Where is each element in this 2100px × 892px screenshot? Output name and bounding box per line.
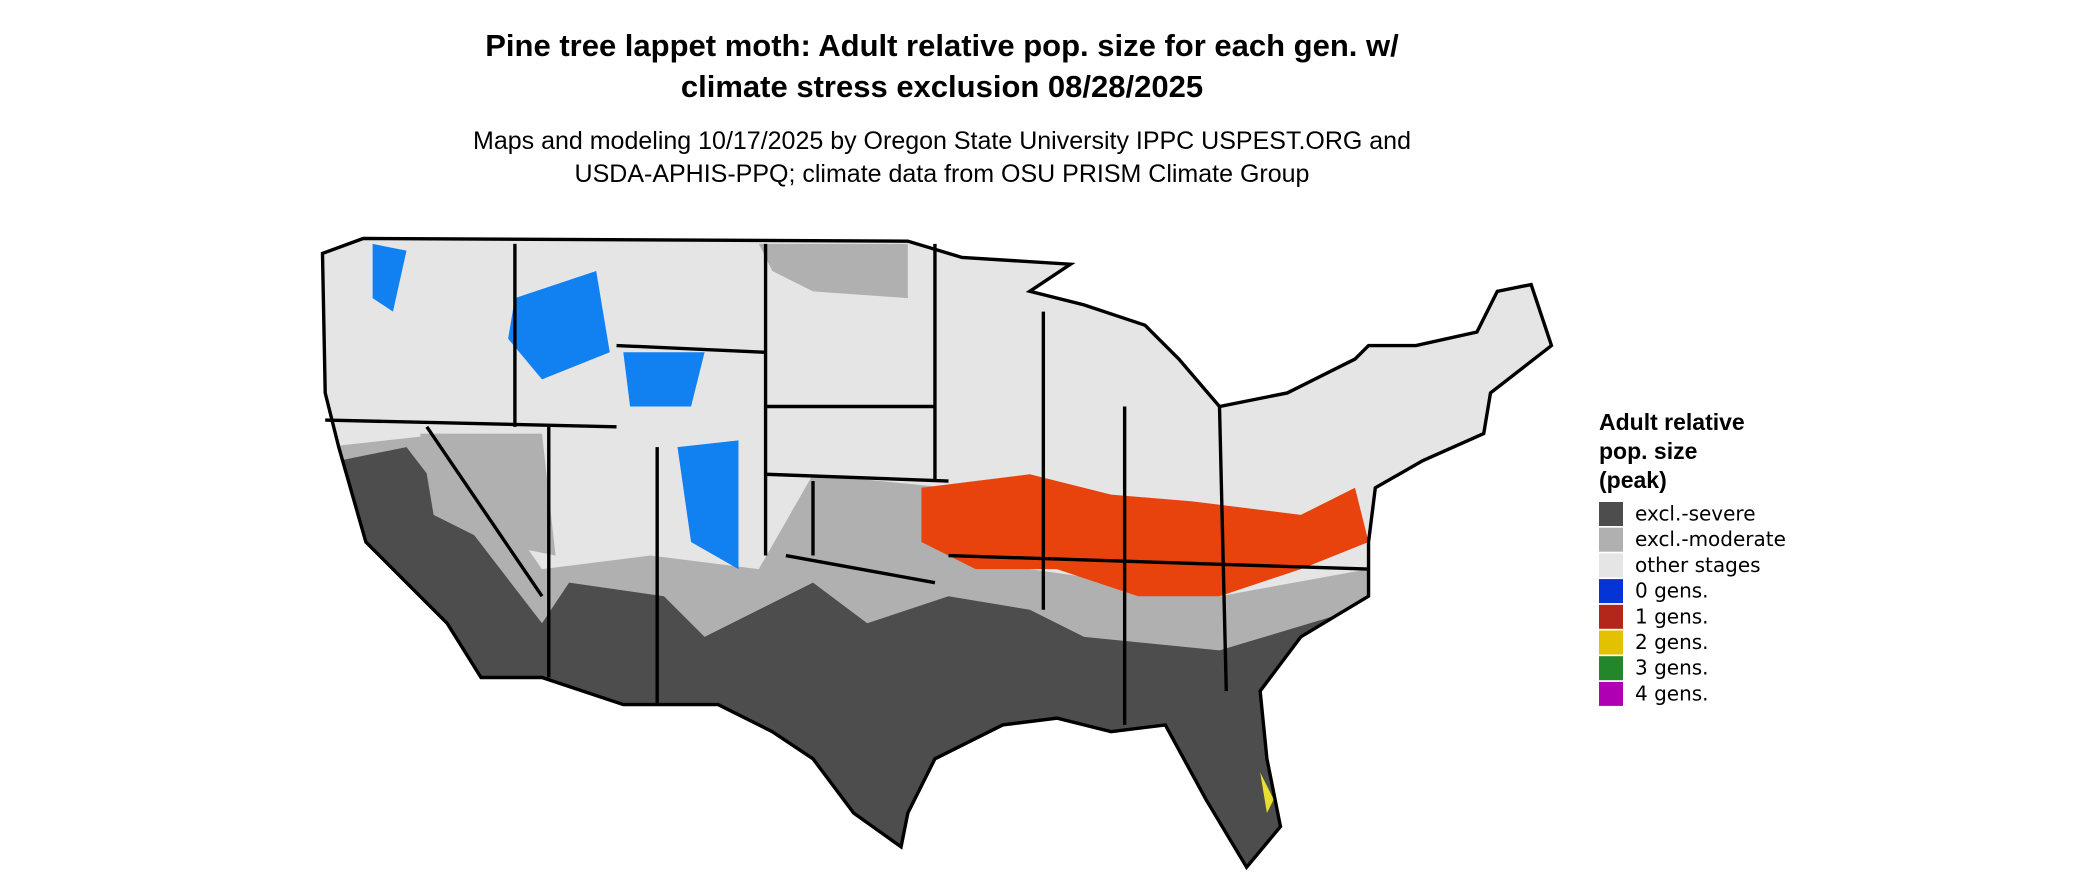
legend-swatch xyxy=(1599,604,1623,629)
legend-swatch xyxy=(1599,656,1623,681)
legend-title: (peak) xyxy=(1599,467,1667,493)
legend-label: excl.-moderate xyxy=(1635,527,1786,551)
legend-swatch xyxy=(1599,553,1623,578)
legend-title: Adult relative xyxy=(1599,409,1745,435)
legend-swatch xyxy=(1599,630,1623,655)
legend-label: 0 gens. xyxy=(1635,579,1709,603)
legend: Adult relative pop. size (peak) excl.-se… xyxy=(1599,409,1786,706)
title-line: climate stress exclusion 08/28/2025 xyxy=(681,69,1203,104)
subtitle-line: Maps and modeling 10/17/2025 by Oregon S… xyxy=(473,127,1411,155)
legend-swatch xyxy=(1599,681,1623,706)
legend-swatch xyxy=(1599,527,1623,552)
legend-label: excl.-severe xyxy=(1635,502,1756,526)
legend-label: 2 gens. xyxy=(1635,630,1709,654)
legend-swatch xyxy=(1599,579,1623,604)
legend-title: pop. size xyxy=(1599,438,1697,464)
us-map xyxy=(320,236,1554,871)
legend-swatch xyxy=(1599,502,1623,526)
subtitle-line: USDA-APHIS-PPQ; climate data from OSU PR… xyxy=(575,160,1310,188)
legend-label: 4 gens. xyxy=(1635,681,1709,705)
legend-label: 3 gens. xyxy=(1635,656,1709,680)
legend-label: 1 gens. xyxy=(1635,604,1709,628)
title-line: Pine tree lappet moth: Adult relative po… xyxy=(485,28,1399,63)
legend-label: other stages xyxy=(1635,553,1761,577)
